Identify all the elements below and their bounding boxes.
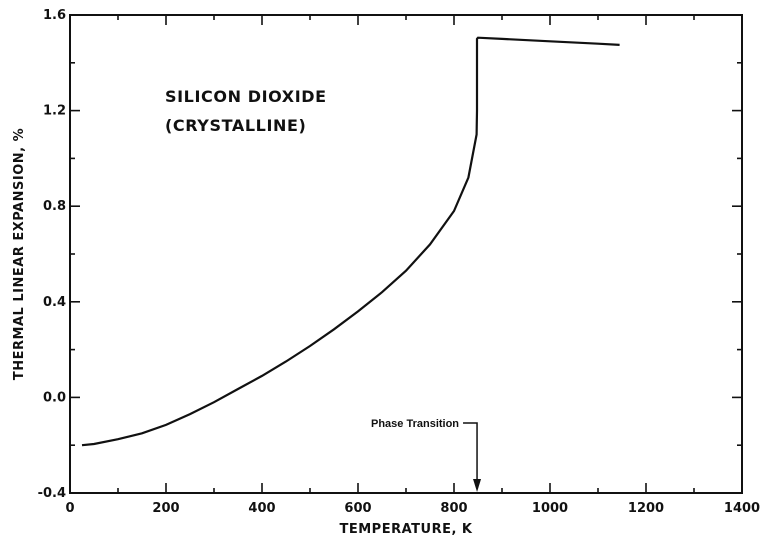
y-tick-label: -0.4 [38,486,66,501]
phase-transition-leader [463,422,478,481]
y-tick-label: 1.6 [43,8,66,23]
x-tick-label: 200 [152,501,179,516]
phase-transition-label: Phase Transition [371,418,459,430]
x-tick-label: 1000 [532,501,568,516]
chart-title-line-1: SILICON DIOXIDE [165,87,327,106]
y-tick-label: 1.2 [43,104,66,119]
expansion-curve [81,36,620,447]
chart-title-line-2: (CRYSTALLINE) [165,116,306,135]
plot-frame [69,14,743,494]
x-tick-label: 1400 [724,501,760,516]
x-tick-label: 0 [65,501,74,516]
x-tick-labels: 0 200 400 600 800 1000 1200 1400 [65,501,760,516]
x-tick-label: 1200 [628,501,664,516]
y-tick-label: 0.8 [43,199,66,214]
y-tick-labels: -0.4 0.0 0.4 0.8 1.2 1.6 [38,8,66,501]
phase-transition-arrowhead [473,479,482,492]
x-axis-title: TEMPERATURE, K [339,522,472,537]
y-axis-title: THERMAL LINEAR EXPANSION, % [12,128,27,380]
y-tick-label: 0.4 [43,295,66,310]
x-tick-label: 800 [440,501,467,516]
x-tick-label: 400 [248,501,275,516]
y-tick-label: 0.0 [43,390,66,405]
x-tick-label: 600 [344,501,371,516]
